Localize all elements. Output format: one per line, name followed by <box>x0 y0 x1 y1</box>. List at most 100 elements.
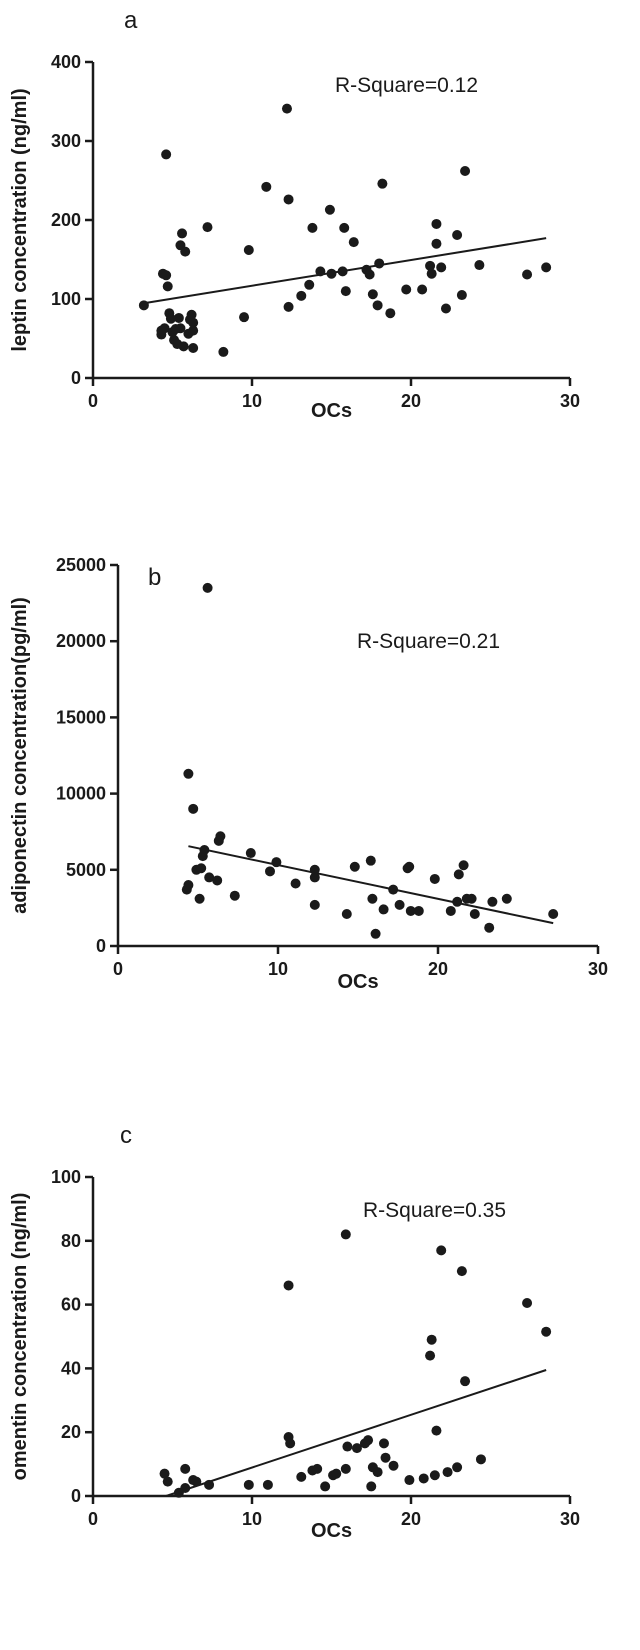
r-square-annotation: R-Square=0.12 <box>335 74 478 97</box>
data-point <box>243 1479 254 1490</box>
x-tick-label: 20 <box>428 959 448 979</box>
data-point <box>501 893 512 904</box>
data-point <box>367 893 378 904</box>
data-point <box>204 872 215 883</box>
data-point <box>426 268 437 279</box>
x-tick-label: 0 <box>113 959 123 979</box>
data-point <box>188 803 199 814</box>
data-point <box>161 270 172 281</box>
data-point <box>204 1479 215 1490</box>
data-point <box>548 908 559 919</box>
y-tick-label: 5000 <box>66 860 106 880</box>
y-tick-label: 100 <box>51 1167 81 1187</box>
r-square-annotation: R-Square=0.21 <box>357 630 500 653</box>
data-point <box>239 312 250 323</box>
data-point <box>541 262 552 273</box>
data-point <box>337 266 348 277</box>
data-point <box>436 262 447 273</box>
y-tick-label: 300 <box>51 131 81 151</box>
data-point <box>460 166 471 177</box>
r-square-annotation: R-Square=0.35 <box>363 1199 506 1222</box>
data-point <box>180 1463 191 1474</box>
data-point <box>265 866 275 877</box>
data-point <box>466 893 477 904</box>
data-point <box>366 1481 377 1492</box>
x-axis-title: OCs <box>337 971 378 993</box>
data-point <box>283 1280 294 1291</box>
data-point <box>283 194 294 205</box>
data-point <box>429 1470 440 1481</box>
data-point <box>245 848 256 859</box>
y-tick-label: 20000 <box>56 631 106 651</box>
data-point <box>429 873 440 884</box>
data-point <box>177 228 188 239</box>
data-point <box>401 284 412 295</box>
x-tick-label: 0 <box>88 391 98 411</box>
data-point <box>365 855 376 866</box>
data-point <box>374 258 385 269</box>
y-tick-label: 400 <box>51 52 81 72</box>
data-point <box>191 1476 202 1487</box>
data-point <box>452 1462 463 1473</box>
data-point <box>320 1481 331 1492</box>
data-point <box>452 896 463 907</box>
data-point <box>326 268 337 279</box>
data-point <box>261 181 272 192</box>
y-tick-label: 40 <box>61 1358 81 1378</box>
y-tick-label: 10000 <box>56 784 106 804</box>
data-point <box>364 269 375 280</box>
data-point <box>186 309 197 320</box>
data-point <box>388 1460 399 1471</box>
data-point <box>522 1298 533 1309</box>
chart-panel-c: c 0 20 40 60 80 100 0 10 20 30 OCs omentin concentra… <box>9 1122 580 1542</box>
x-tick-label: 30 <box>560 1509 580 1529</box>
x-tick-label: 10 <box>242 391 262 411</box>
data-point <box>404 1475 415 1486</box>
data-point <box>138 300 149 311</box>
data-point <box>458 860 469 871</box>
x-tick-label: 0 <box>88 1509 98 1529</box>
data-point <box>460 1376 471 1387</box>
data-point <box>281 103 292 114</box>
data-point <box>212 875 223 886</box>
y-tick-label: 25000 <box>56 555 106 575</box>
data-point <box>418 1473 429 1484</box>
y-tick-label: 60 <box>61 1295 81 1315</box>
data-point <box>271 857 282 868</box>
data-point <box>474 260 485 271</box>
data-point <box>180 1483 191 1494</box>
data-point <box>175 323 186 334</box>
data-point <box>431 218 442 229</box>
data-point <box>378 904 389 915</box>
data-point <box>218 346 229 357</box>
regression-line <box>165 1369 547 1497</box>
x-tick-label: 30 <box>588 959 608 979</box>
data-point <box>425 1350 436 1361</box>
data-point <box>324 204 335 215</box>
data-point <box>315 266 326 277</box>
data-point <box>351 1443 362 1454</box>
data-point <box>229 890 240 901</box>
data-point <box>453 869 464 880</box>
y-tick-label: 15000 <box>56 707 106 727</box>
data-point <box>349 861 360 872</box>
data-point <box>405 905 416 916</box>
data-point <box>196 863 207 874</box>
data-point <box>377 178 388 189</box>
x-tick-label: 10 <box>268 959 288 979</box>
data-point <box>456 290 467 301</box>
data-point <box>290 878 301 889</box>
data-point <box>348 237 359 248</box>
data-point <box>165 313 176 324</box>
y-tick-label: 200 <box>51 210 81 230</box>
y-tick-label: 100 <box>51 289 81 309</box>
data-point <box>243 245 254 256</box>
data-point <box>312 1463 323 1474</box>
data-point <box>340 1463 351 1474</box>
data-point <box>262 1479 273 1490</box>
x-tick-label: 20 <box>401 1509 421 1529</box>
data-point <box>469 908 480 919</box>
y-axis-title: omentin concentration (ng/ml) <box>9 1193 31 1481</box>
y-tick-label: 20 <box>61 1422 81 1442</box>
